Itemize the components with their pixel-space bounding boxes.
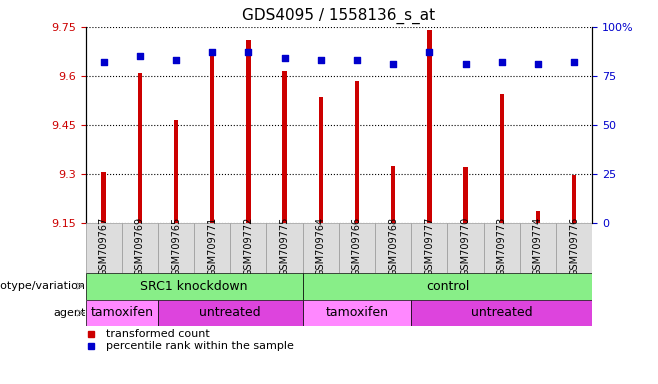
Bar [303,223,339,273]
Bar [230,223,266,273]
Bar [174,120,178,223]
Text: genotype/variation: genotype/variation [0,281,86,291]
Point [279,55,290,61]
Point [532,61,543,67]
Text: GSM709764: GSM709764 [316,217,326,276]
Text: GSM709766: GSM709766 [352,217,362,276]
Text: GSM709777: GSM709777 [424,217,434,276]
Point [351,57,362,63]
Text: untreated: untreated [471,306,532,319]
Text: transformed count: transformed count [106,329,209,339]
Bar [572,175,576,223]
Text: GSM709773: GSM709773 [497,217,507,276]
Bar [391,166,395,223]
Bar [427,30,432,223]
Bar [122,223,158,273]
Bar [339,223,375,273]
Text: tamoxifen: tamoxifen [90,306,153,319]
Text: GSM709765: GSM709765 [171,217,181,276]
Text: GSM709770: GSM709770 [461,217,470,276]
Text: GSM709774: GSM709774 [533,217,543,276]
Text: GSM709772: GSM709772 [243,217,253,276]
Point [388,61,398,67]
Text: GSM709776: GSM709776 [569,217,579,276]
Bar [86,223,122,273]
Bar [375,223,411,273]
Bar [158,300,303,326]
Bar [447,223,484,273]
Bar [138,73,142,223]
Text: percentile rank within the sample: percentile rank within the sample [106,341,293,351]
Text: agent: agent [53,308,86,318]
Bar [158,223,194,273]
Bar [101,172,106,223]
Bar [411,223,447,273]
Point [460,61,470,67]
Bar [355,81,359,223]
Bar [194,223,230,273]
Bar [303,273,592,300]
Text: control: control [426,280,469,293]
Title: GDS4095 / 1558136_s_at: GDS4095 / 1558136_s_at [242,8,436,24]
Text: GSM709775: GSM709775 [280,217,290,276]
Bar [246,40,251,223]
Point [243,49,253,55]
Point [569,59,580,65]
Text: GSM709769: GSM709769 [135,217,145,276]
Text: GSM709771: GSM709771 [207,217,217,276]
Point [207,49,217,55]
Bar [210,55,215,223]
Bar [282,71,287,223]
Text: GSM709768: GSM709768 [388,217,398,276]
Bar [556,223,592,273]
Text: tamoxifen: tamoxifen [326,306,388,319]
Point [170,57,181,63]
Bar [536,211,540,223]
Bar [86,273,303,300]
Bar [411,300,592,326]
Point [134,53,145,59]
Bar [520,223,556,273]
Text: untreated: untreated [199,306,261,319]
Point [99,59,109,65]
Bar [484,223,520,273]
Text: SRC1 knockdown: SRC1 knockdown [140,280,248,293]
Point [424,49,434,55]
Bar [266,223,303,273]
Bar [463,167,468,223]
Point [496,59,507,65]
Bar [499,94,504,223]
Text: GSM709767: GSM709767 [99,217,109,276]
Point [316,57,326,63]
Bar [318,97,323,223]
Bar [303,300,411,326]
Bar [86,300,158,326]
